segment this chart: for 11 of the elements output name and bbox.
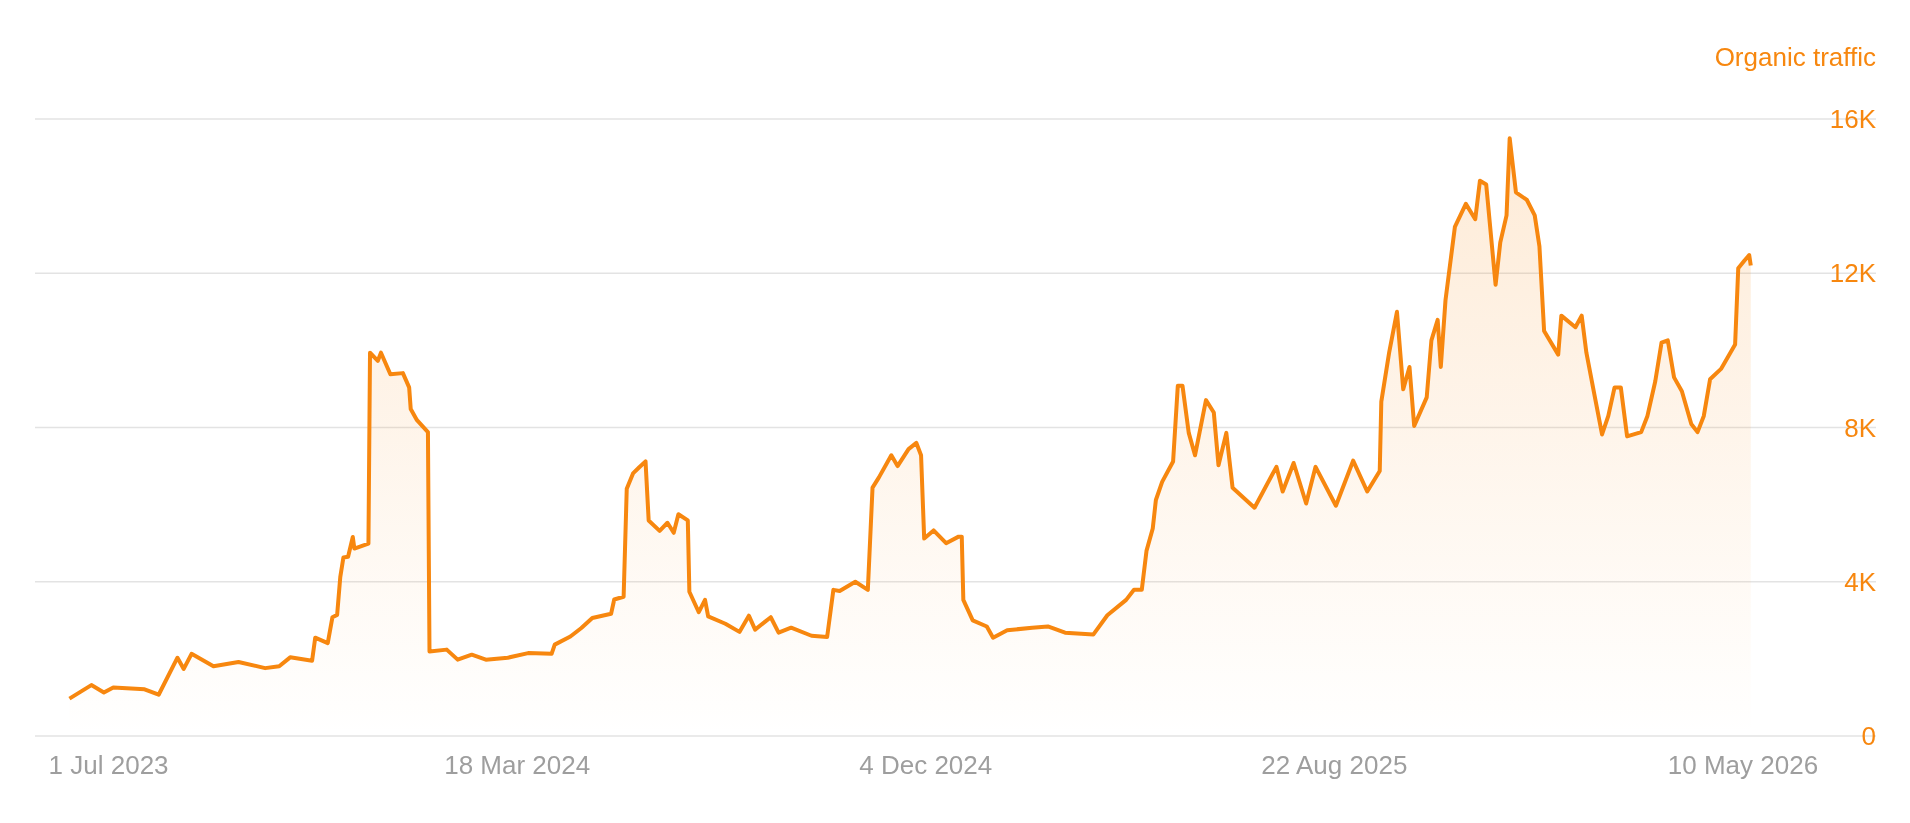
y-tick-label: 8K (1844, 412, 1877, 443)
y-tick-label: 16K (1829, 104, 1877, 135)
x-tick-label: 10 May 2026 (1667, 750, 1819, 780)
y-tick-label: 4K (1844, 566, 1877, 597)
y-tick-label: 0 (1861, 721, 1876, 752)
x-tick-label: 4 Dec 2024 (859, 750, 993, 780)
x-tick-label: 18 Mar 2024 (444, 750, 591, 780)
x-tick-label: 1 Jul 2023 (48, 750, 169, 780)
y-axis-title: Organic traffic (1714, 42, 1876, 73)
x-tick-label: 22 Aug 2025 (1261, 750, 1408, 780)
y-tick-label: 12K (1829, 258, 1877, 289)
